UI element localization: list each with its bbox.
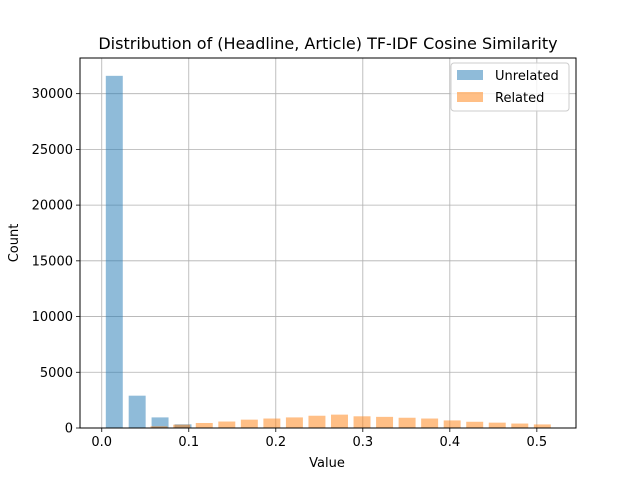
plot-area-frame (79, 57, 577, 429)
bar-related (195, 422, 213, 428)
bar-related (376, 416, 394, 428)
bar-related (533, 424, 551, 428)
x-tick-label: 0.3 (352, 435, 373, 450)
legend-swatch-unrelated (457, 70, 483, 80)
bar-related (511, 423, 529, 428)
bar-related (308, 415, 326, 428)
x-axis-label: Value (309, 456, 345, 471)
bar-related (353, 416, 371, 428)
bar-related (173, 424, 191, 428)
x-tick-label: 0.5 (526, 435, 547, 450)
chart-legend: Unrelated Related (450, 62, 570, 112)
histogram-bars (105, 75, 551, 428)
y-axis-label: Count (7, 224, 22, 263)
bar-related (263, 418, 281, 428)
bar-related (398, 417, 416, 428)
bar-related (285, 417, 303, 428)
bar-related (488, 422, 506, 428)
bar-related (218, 421, 236, 428)
y-tick-label: 15000 (32, 254, 73, 269)
y-tick-label: 30000 (32, 87, 73, 102)
grid-lines (80, 58, 576, 429)
y-tick-label: 5000 (40, 366, 73, 381)
bar-unrelated (105, 75, 123, 428)
chart-title: Distribution of (Headline, Article) TF-I… (98, 34, 557, 53)
axis-ticks: 0.0 0.1 0.2 0.3 0.4 0.5 0 5000 10000 15000 20000 25… (32, 87, 548, 450)
y-tick-label: 25000 (32, 143, 73, 158)
x-tick-label: 0.4 (439, 435, 460, 450)
bar-unrelated (151, 417, 169, 428)
bar-related (421, 418, 439, 428)
bar-related (443, 420, 461, 428)
x-tick-label: 0.2 (265, 435, 286, 450)
bar-unrelated (128, 395, 146, 428)
bar-related (331, 414, 348, 428)
bar-related (150, 426, 168, 428)
bar-related (466, 421, 484, 428)
x-tick-label: 0.0 (91, 435, 112, 450)
y-tick-label: 10000 (32, 310, 73, 325)
legend-swatch-related (457, 92, 483, 102)
bar-related (240, 419, 258, 428)
legend-label-related: Related (495, 91, 544, 106)
y-tick-label: 20000 (32, 199, 73, 214)
legend-label-unrelated: Unrelated (495, 69, 559, 84)
y-tick-label: 0 (65, 422, 73, 437)
x-tick-label: 0.1 (178, 435, 199, 450)
